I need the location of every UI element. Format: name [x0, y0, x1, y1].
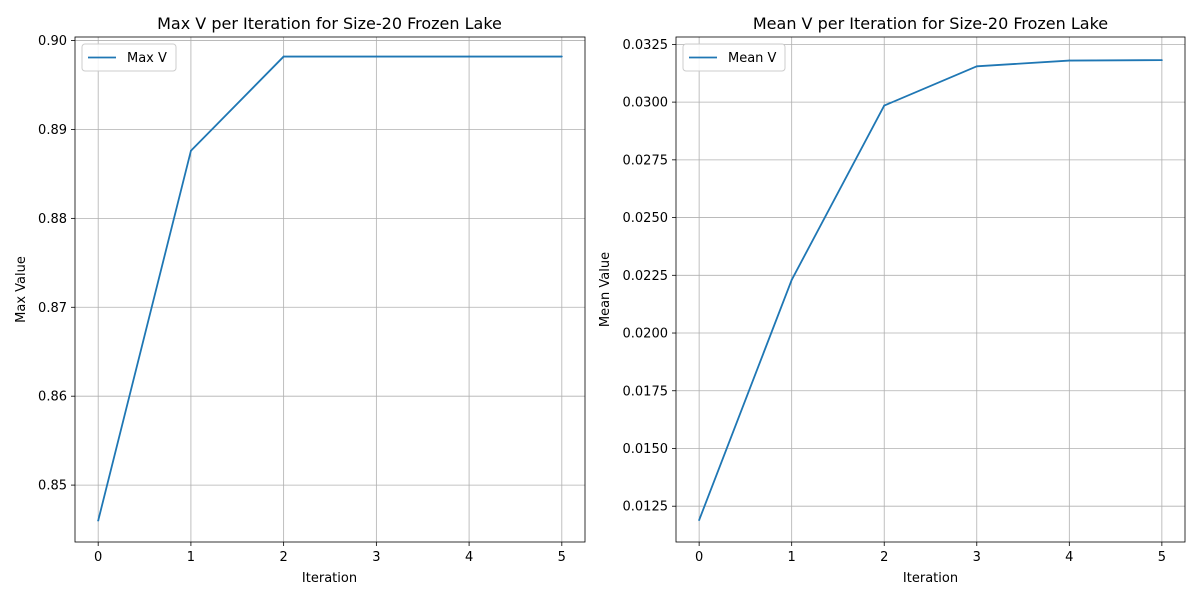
- y-axis-label: Mean Value: [598, 252, 613, 327]
- data-point: [790, 279, 793, 281]
- legend: Mean V: [682, 43, 786, 72]
- chart-title: Max V per Iteration for Size-20 Frozen L…: [157, 14, 502, 33]
- legend-box: [682, 43, 786, 72]
- legend-label: Max V: [127, 51, 167, 66]
- x-tick-label: 2: [880, 550, 888, 565]
- y-tick-label: 0.0200: [623, 327, 669, 342]
- x-axis-label: Iteration: [302, 571, 357, 586]
- plot-area-frame: [675, 36, 1186, 543]
- data-point: [975, 65, 978, 68]
- x-tick-label: 3: [973, 550, 981, 565]
- y-tick-label: 0.0150: [623, 442, 669, 457]
- y-tick-label: 0.0275: [623, 153, 669, 168]
- plot-area-frame: [74, 36, 586, 543]
- x-tick-label: 3: [372, 550, 380, 565]
- data-point: [560, 55, 563, 58]
- series-line: [97, 55, 562, 521]
- legend-label: Mean V: [728, 51, 777, 66]
- data-point: [468, 55, 470, 58]
- data-point: [883, 104, 886, 107]
- y-tick-label: 0.85: [38, 479, 67, 494]
- x-axis-label: Iteration: [903, 571, 958, 586]
- y-tick-label: 0.89: [38, 123, 67, 138]
- chart-max-v: Max V per Iteration for Size-20 Frozen L…: [14, 14, 586, 586]
- x-tick-label: 2: [279, 550, 287, 565]
- data-point: [97, 519, 100, 522]
- y-axis-label: Max Value: [14, 256, 29, 323]
- y-tick-label: 0.0175: [623, 384, 669, 399]
- x-tick-label: 0: [695, 550, 703, 565]
- chart-title: Mean V per Iteration for Size-20 Frozen …: [753, 14, 1108, 33]
- y-tick-label: 0.87: [38, 301, 67, 316]
- x-tick-label: 4: [465, 550, 473, 565]
- data-point: [375, 55, 378, 58]
- data-point: [282, 55, 285, 58]
- legend-box: [81, 43, 177, 72]
- data-point: [1068, 59, 1071, 62]
- x-tick-label: 5: [1158, 550, 1166, 565]
- legend: Max V: [81, 43, 177, 72]
- chart-mean-v: Mean V per Iteration for Size-20 Frozen …: [598, 14, 1186, 586]
- x-tick-label: 4: [1065, 550, 1073, 565]
- data-point: [698, 519, 701, 521]
- y-tick-label: 0.0250: [623, 211, 669, 226]
- data-point: [1160, 59, 1163, 61]
- y-tick-label: 0.86: [38, 390, 67, 405]
- x-tick-label: 1: [788, 550, 796, 565]
- data-point: [190, 149, 192, 152]
- y-tick-label: 0.90: [38, 34, 67, 49]
- y-tick-label: 0.88: [38, 212, 67, 227]
- y-tick-label: 0.0300: [623, 96, 669, 111]
- y-tick-label: 0.0225: [623, 269, 669, 284]
- y-tick-label: 0.0125: [623, 500, 669, 515]
- y-tick-label: 0.0325: [623, 38, 669, 53]
- x-tick-label: 0: [94, 550, 102, 565]
- series-line: [698, 59, 1162, 521]
- x-tick-label: 5: [558, 550, 566, 565]
- x-tick-label: 1: [187, 550, 195, 565]
